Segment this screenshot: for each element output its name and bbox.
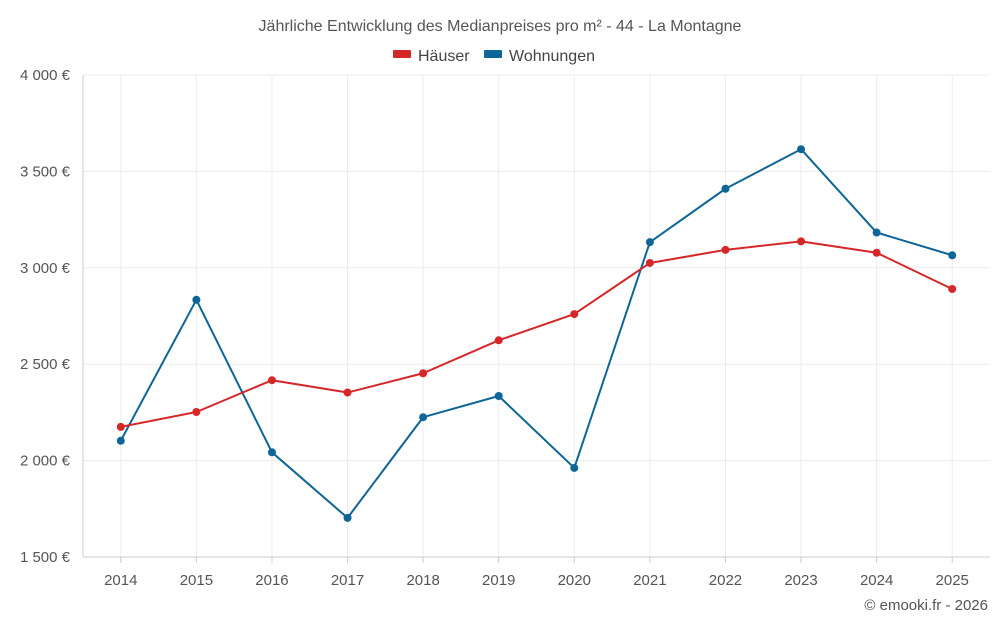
series: [116, 145, 957, 522]
y-tick-label: 1 500 €: [20, 549, 71, 566]
series-line-wohnungen: [119, 148, 953, 519]
data-point-wohnungen[interactable]: [721, 184, 730, 193]
x-tick-label: 2023: [784, 572, 817, 589]
series-line-haeuser: [120, 240, 953, 428]
x-tick-label: 2017: [331, 572, 364, 589]
x-tick-label: 2022: [709, 572, 742, 589]
data-point-haeuser[interactable]: [343, 388, 352, 397]
data-point-wohnungen[interactable]: [192, 295, 201, 304]
grid: [83, 74, 990, 557]
x-tick-label: 2019: [482, 572, 515, 589]
data-point-haeuser[interactable]: [872, 248, 881, 257]
y-tick-label: 4 000 €: [20, 67, 71, 84]
data-point-wohnungen[interactable]: [570, 463, 579, 472]
x-tick-label: 2014: [104, 572, 137, 589]
legend-swatch-wohnungen: [484, 50, 502, 58]
x-tick-label: 2025: [936, 572, 969, 589]
legend: Häuser Wohnungen: [393, 48, 595, 65]
axes: 1 500 € 2 000 € 2 500 € 3 000 € 3 500 € 4 000…: [20, 67, 990, 589]
data-point-haeuser[interactable]: [116, 422, 125, 431]
data-point-wohnungen[interactable]: [343, 513, 352, 522]
y-tick-label: 3 000 €: [20, 260, 71, 277]
x-tick-label: 2018: [406, 572, 439, 589]
data-point-haeuser[interactable]: [267, 376, 276, 385]
legend-label-wohnungen[interactable]: Wohnungen: [509, 48, 595, 65]
data-point-haeuser[interactable]: [797, 237, 806, 246]
legend-swatch-haeuser: [393, 50, 411, 58]
data-point-haeuser[interactable]: [570, 310, 579, 319]
data-point-haeuser[interactable]: [192, 408, 201, 417]
x-tick-label: 2015: [180, 572, 213, 589]
x-tick-label: 2020: [558, 572, 591, 589]
data-point-haeuser[interactable]: [419, 369, 428, 378]
credit-text: © emooki.fr - 2026: [864, 597, 988, 614]
data-point-wohnungen[interactable]: [645, 238, 654, 247]
y-tick-label: 2 500 €: [20, 356, 71, 373]
data-point-wohnungen[interactable]: [116, 436, 125, 445]
data-point-wohnungen[interactable]: [948, 251, 957, 260]
data-point-haeuser[interactable]: [721, 245, 730, 254]
x-tick-label: 2024: [860, 572, 893, 589]
y-tick-label: 3 500 €: [20, 163, 71, 180]
chart-title: Jährliche Entwicklung des Medianpreises …: [259, 18, 742, 35]
data-point-haeuser[interactable]: [948, 285, 957, 294]
data-point-wohnungen[interactable]: [494, 392, 503, 401]
y-tick-label: 2 000 €: [20, 453, 71, 470]
x-tick-label: 2016: [255, 572, 288, 589]
data-point-wohnungen[interactable]: [872, 228, 881, 237]
data-point-wohnungen[interactable]: [267, 448, 276, 457]
data-point-haeuser[interactable]: [494, 336, 503, 345]
data-point-wohnungen[interactable]: [419, 413, 428, 422]
x-tick-label: 2021: [633, 572, 666, 589]
data-point-wohnungen[interactable]: [797, 145, 806, 154]
legend-label-haeuser[interactable]: Häuser: [418, 48, 470, 65]
data-point-haeuser[interactable]: [645, 258, 654, 267]
